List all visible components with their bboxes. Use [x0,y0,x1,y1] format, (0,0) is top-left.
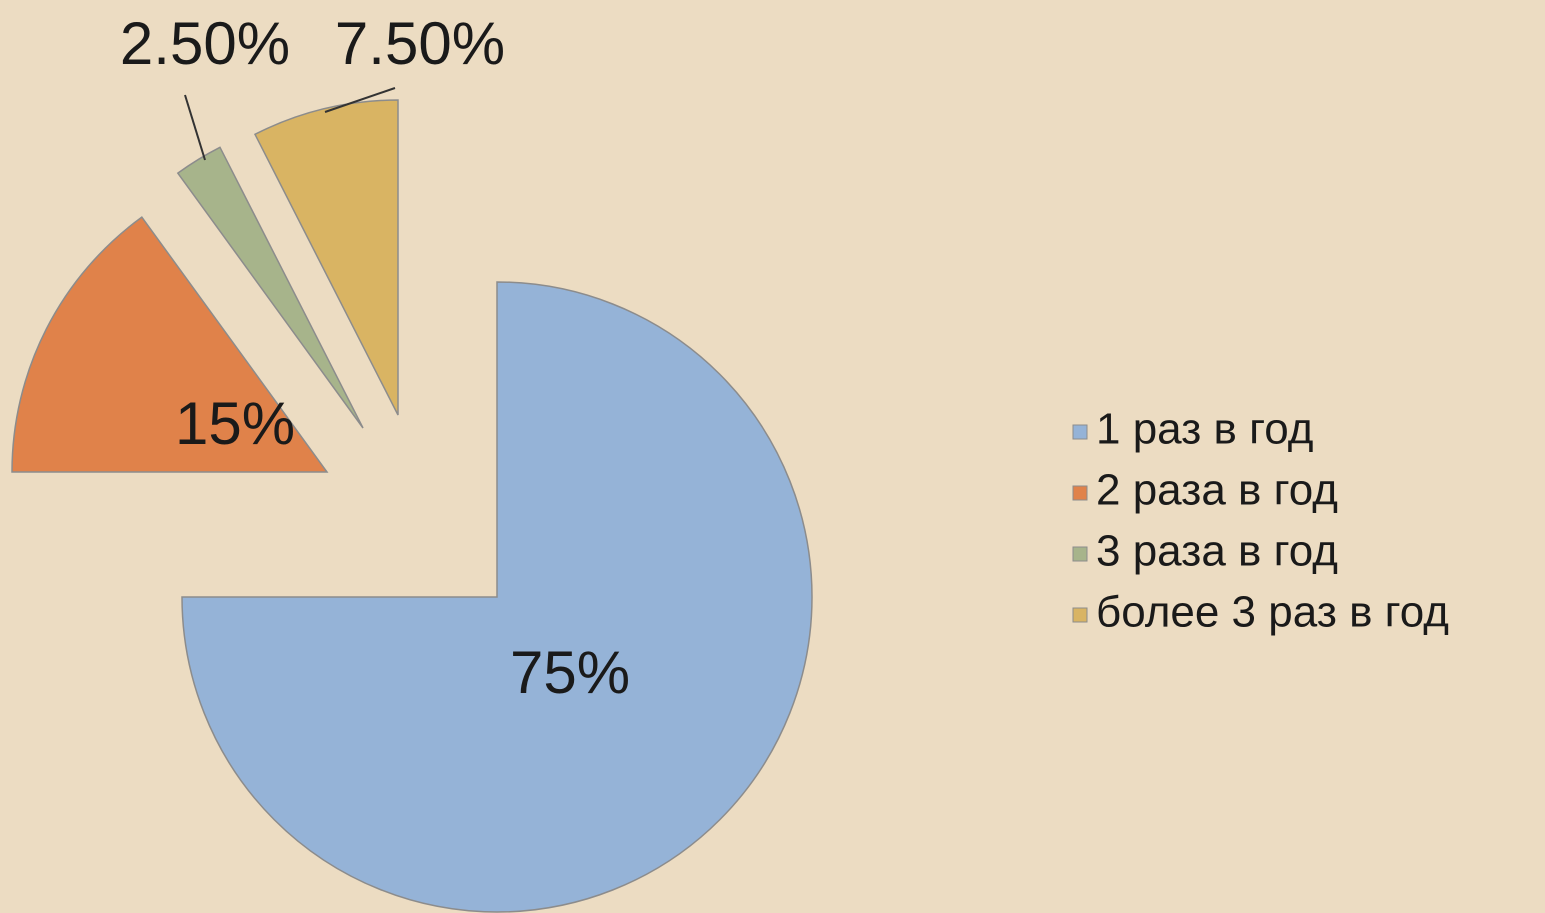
legend-swatch [1072,424,1088,440]
legend-label: более 3 раз в год [1096,588,1449,637]
data-label: 7.50% [335,10,505,77]
legend-label: 3 раза в год [1096,527,1338,576]
data-label: 2.50% [120,10,290,77]
pie-slice [181,281,813,913]
leader-line [324,87,396,113]
data-label: 15% [175,390,295,457]
leader-line [184,94,206,161]
legend-swatch [1072,546,1088,562]
legend-swatch [1072,607,1088,623]
pie-slice [253,99,399,416]
pie-slice [176,146,364,429]
data-label: 75% [510,639,630,706]
legend-label: 2 раза в год [1096,466,1338,515]
legend-swatch [1072,485,1088,501]
legend-label: 1 раз в год [1096,405,1313,454]
pie-slice [11,216,329,473]
